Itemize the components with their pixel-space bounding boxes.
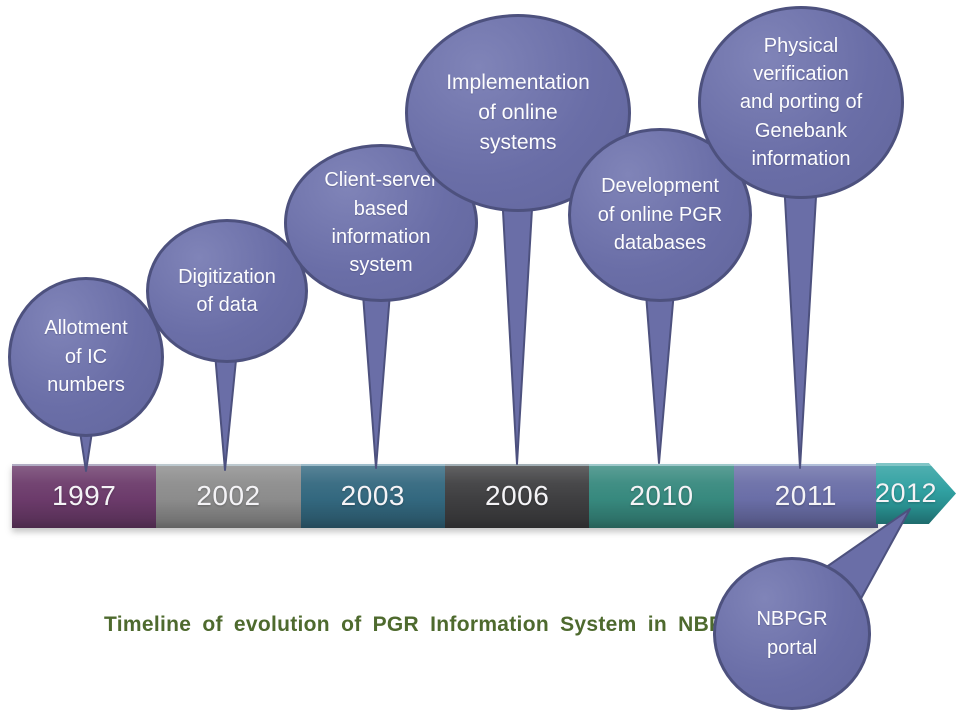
timeline-segment-1997: 1997 — [12, 464, 157, 528]
timeline-bar: 1997 2002 2003 2006 2010 2011 — [12, 464, 878, 528]
year-label-1997: 1997 — [52, 480, 117, 511]
timeline-segment-2006: 2006 — [444, 464, 590, 528]
bubble-label: Allotment of IC numbers — [44, 317, 128, 397]
bubble-nbpgr-portal: NBPGR portal — [713, 557, 871, 710]
bubble-allotment-ic-numbers: Allotment of IC numbers — [8, 277, 164, 437]
year-label-2010: 2010 — [629, 480, 694, 511]
bubble-label: Digitization of data — [178, 265, 276, 316]
bubble-label: Development of online PGR databases — [597, 175, 723, 255]
bubble-tail-2011 — [782, 162, 819, 469]
bubble-tail-2006 — [500, 174, 535, 465]
bubble-label: Implementation of online systems — [446, 71, 590, 154]
year-label-2006: 2006 — [485, 480, 550, 511]
year-label-2003: 2003 — [340, 480, 405, 511]
bubble-label: Client-server based information system — [324, 169, 438, 277]
bubble-label: NBPGR portal — [756, 608, 828, 659]
timeline-segment-2010: 2010 — [589, 464, 734, 528]
timeline-segment-2011: 2011 — [733, 464, 878, 528]
bubble-digitization-of-data: Digitization of data — [146, 219, 308, 363]
timeline-segment-2003: 2003 — [300, 464, 445, 528]
timeline-arrow-2012: 2012 — [876, 463, 956, 524]
bubble-genebank-information: Physical verification and porting of Gen… — [698, 6, 904, 199]
timeline-caption: Timeline of evolution of PGR Information… — [104, 613, 756, 636]
year-label-2002: 2002 — [196, 480, 261, 511]
year-label-2011: 2011 — [774, 480, 837, 511]
year-label-2012: 2012 — [874, 478, 938, 508]
bubble-label: Physical verification and porting of Gen… — [739, 34, 863, 171]
timeline-segment-2002: 2002 — [156, 464, 301, 528]
